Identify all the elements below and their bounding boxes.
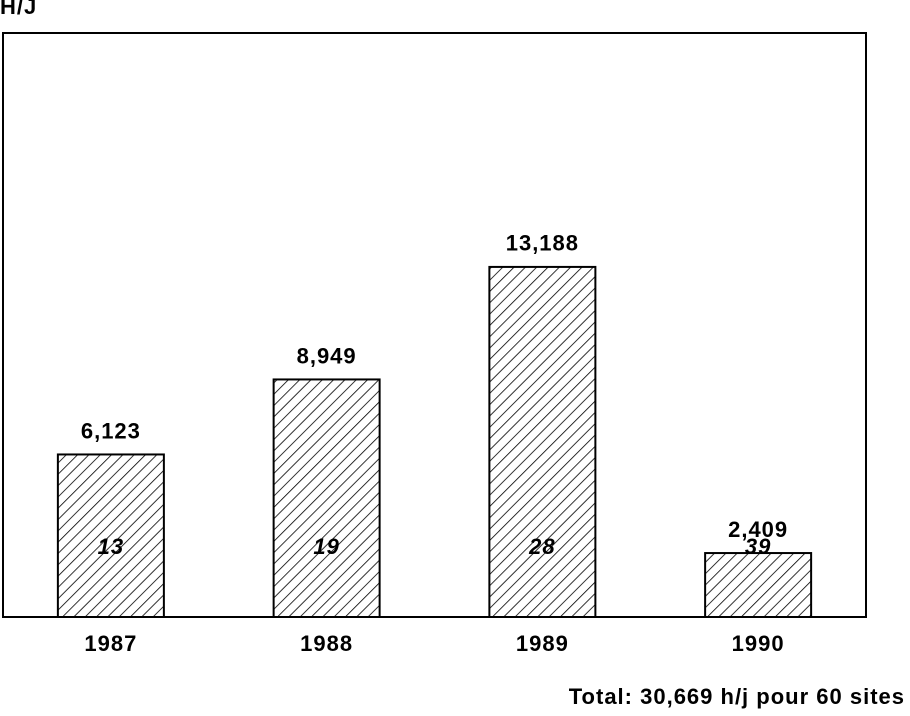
x-tick-label: 1990	[732, 631, 785, 656]
bar	[704, 552, 813, 618]
plot-frame	[2, 32, 867, 618]
value-label: 6,123	[81, 418, 141, 443]
x-tick-label: 1989	[516, 631, 569, 656]
y-axis-label: H/J	[0, 0, 37, 19]
bar	[272, 378, 381, 618]
bar	[488, 265, 597, 618]
x-tick-label: 1988	[300, 631, 353, 656]
value-label: 2,409	[728, 517, 788, 542]
inner-label: 39	[745, 534, 771, 559]
value-label: 13,188	[506, 231, 579, 256]
bar	[56, 453, 165, 618]
inner-label: 28	[528, 534, 555, 559]
note: Total: 30,669 h/j pour 60 sites	[569, 684, 905, 709]
inner-label: 13	[98, 534, 124, 559]
inner-label: 19	[313, 534, 339, 559]
x-tick-label: 1987	[84, 631, 137, 656]
value-label: 8,949	[297, 343, 357, 368]
